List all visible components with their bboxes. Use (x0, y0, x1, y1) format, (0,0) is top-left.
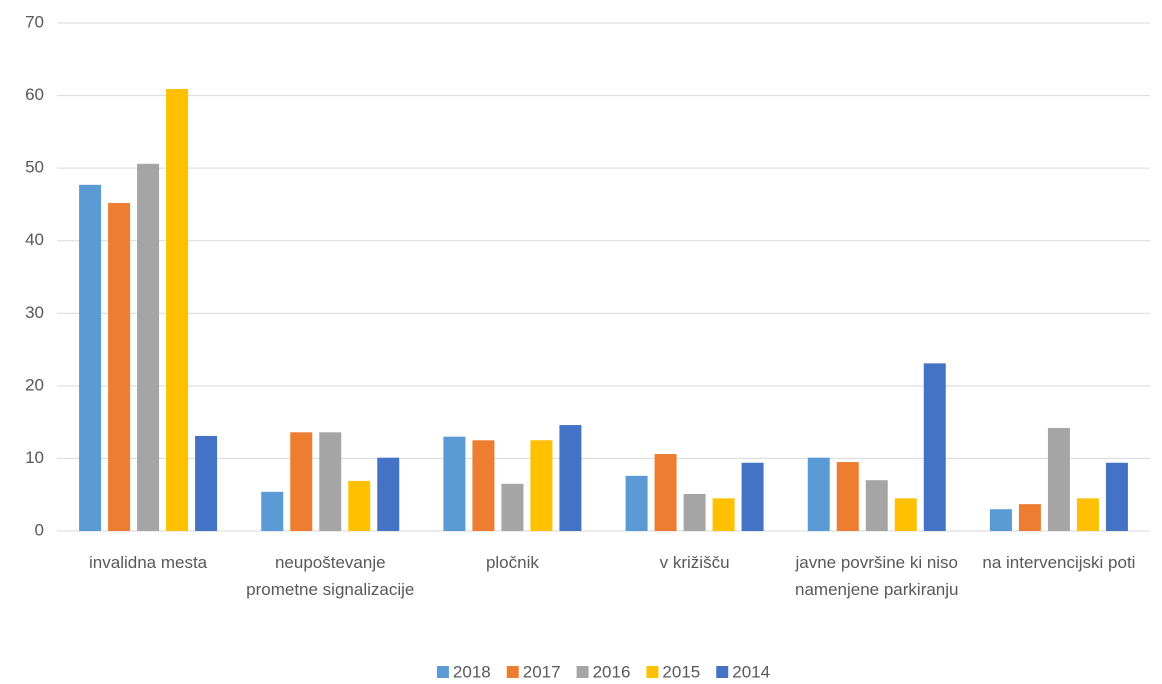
x-tick-label: na intervencijski poti (982, 553, 1135, 572)
bar (377, 457, 400, 531)
bar (683, 493, 706, 531)
bar (108, 202, 131, 531)
bar (625, 475, 648, 531)
y-tick-label: 20 (25, 375, 44, 394)
legend-swatch (436, 666, 449, 678)
bar (559, 425, 582, 531)
bar (807, 457, 830, 531)
y-tick-label: 10 (25, 448, 44, 467)
bar (530, 440, 553, 531)
legend-swatch (576, 666, 589, 678)
bar (501, 483, 524, 531)
bar (741, 462, 764, 531)
x-tick-label: invalidna mesta (89, 553, 208, 572)
bar (261, 491, 284, 531)
bar (348, 480, 371, 531)
bar (1047, 427, 1070, 531)
y-tick-label: 50 (25, 158, 44, 177)
bar (319, 432, 342, 531)
bar (443, 436, 466, 531)
legend-swatch (506, 666, 519, 678)
bar (166, 89, 189, 531)
legend-swatch (646, 666, 659, 678)
bar (1076, 498, 1099, 531)
bar (894, 498, 917, 531)
bar (472, 440, 495, 531)
legend-label: 2017 (523, 662, 561, 681)
y-tick-label: 40 (25, 230, 44, 249)
bar (865, 480, 888, 531)
bar (79, 184, 102, 531)
x-tick-label: v križišču (660, 553, 730, 572)
bar (712, 498, 735, 531)
bar (290, 432, 313, 531)
bar (1018, 504, 1041, 531)
bar (836, 462, 859, 531)
bar (654, 454, 677, 531)
y-tick-label: 60 (25, 85, 44, 104)
legend-swatch (716, 666, 729, 678)
legend-label: 2018 (453, 662, 491, 681)
bar (195, 435, 218, 531)
x-tick-label: neupoštevanje prometne signalizacije (246, 553, 414, 599)
y-tick-label: 30 (25, 303, 44, 322)
bar (1105, 462, 1128, 531)
y-tick-label: 0 (35, 520, 44, 539)
bar (923, 363, 946, 531)
bar (137, 163, 160, 531)
bar (989, 509, 1012, 531)
x-tick-label: javne površine ki niso namenjene parkiran… (794, 553, 958, 599)
x-tick-label: pločnik (486, 553, 539, 572)
legend-label: 2016 (593, 662, 631, 681)
y-tick-label: 70 (25, 12, 44, 31)
legend-label: 2014 (732, 662, 770, 681)
legend-label: 2015 (662, 662, 700, 681)
